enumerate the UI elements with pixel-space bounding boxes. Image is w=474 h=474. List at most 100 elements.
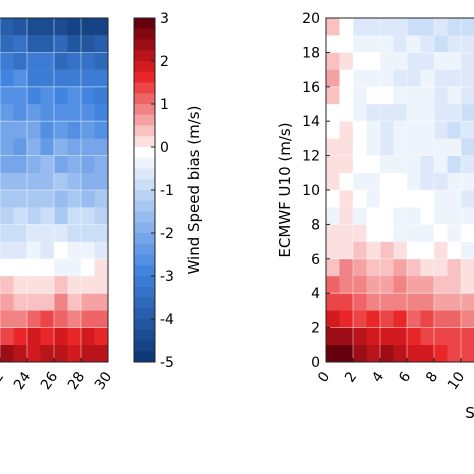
heatmap-cell xyxy=(326,224,340,242)
colorbar-swatch xyxy=(134,243,155,255)
heatmap-cell xyxy=(81,121,95,139)
heatmap-cell xyxy=(353,86,367,105)
heatmap-cell xyxy=(0,190,14,208)
heatmap-cell xyxy=(339,310,354,328)
heatmap-cell xyxy=(40,224,55,242)
heatmap-cell xyxy=(339,276,354,294)
heatmap-cell xyxy=(461,190,474,208)
heatmap-cell xyxy=(366,69,381,87)
colorbar-swatch xyxy=(134,157,155,169)
heatmap-cell xyxy=(67,258,82,277)
heatmap-cell xyxy=(339,224,354,242)
heatmap-cell xyxy=(67,224,82,242)
heatmap-cell xyxy=(27,52,41,70)
colorbar-swatch xyxy=(134,168,155,180)
heatmap-cell xyxy=(353,121,367,139)
heatmap-cell xyxy=(434,52,448,70)
heatmap-cell xyxy=(407,241,421,259)
heatmap-cell xyxy=(67,138,82,156)
heatmap-cell xyxy=(0,138,14,156)
colorbar-swatch xyxy=(134,18,155,30)
heatmap-cell xyxy=(326,190,340,208)
heatmap-cell xyxy=(81,138,95,156)
x-tick-label: 2 xyxy=(342,369,360,385)
left-x-ticks: 22 24 26 28 30 xyxy=(0,358,115,393)
heatmap-cell xyxy=(67,121,82,139)
heatmap-cell xyxy=(94,18,108,36)
heatmap-cell xyxy=(40,293,55,311)
heatmap-cell xyxy=(407,207,421,225)
x-tick-label: 24 xyxy=(11,369,34,393)
y-tick-label: 18 xyxy=(302,45,320,61)
heatmap-cell xyxy=(366,138,381,156)
heatmap-cell xyxy=(40,18,55,36)
heatmap-cell xyxy=(434,310,448,328)
heatmap-cell xyxy=(393,344,408,362)
heatmap-cell xyxy=(447,293,462,311)
heatmap-cell xyxy=(393,276,408,294)
heatmap-cell xyxy=(339,35,354,53)
x-tick-label: 30 xyxy=(92,369,115,393)
heatmap-cell xyxy=(366,276,381,294)
heatmap-cell xyxy=(13,104,28,122)
colorbar-swatch xyxy=(134,147,155,159)
heatmap-cell xyxy=(353,327,367,345)
heatmap-cell xyxy=(420,18,435,36)
colorbar-swatch xyxy=(134,254,155,266)
heatmap-cell xyxy=(420,258,435,277)
y-tick-label: 10 xyxy=(302,183,320,199)
heatmap-cell xyxy=(366,52,381,70)
heatmap-cell xyxy=(447,69,462,87)
heatmap-cell xyxy=(339,121,354,139)
heatmap-cell xyxy=(447,155,462,173)
heatmap-cell xyxy=(27,241,41,259)
heatmap-cell xyxy=(339,18,354,36)
heatmap-cell xyxy=(434,258,448,277)
heatmap-cell xyxy=(13,327,28,345)
heatmap-cell xyxy=(326,258,340,277)
heatmap-cell xyxy=(326,52,340,70)
heatmap-cell xyxy=(353,35,367,53)
colorbar-swatch xyxy=(134,222,155,234)
y-tick-label: 6 xyxy=(311,252,320,268)
heatmap-cell xyxy=(447,52,462,70)
heatmap-cell xyxy=(447,310,462,328)
heatmap-cell xyxy=(393,293,408,311)
heatmap-cell xyxy=(27,224,41,242)
y-tick-label: 0 xyxy=(311,355,320,371)
heatmap-cell xyxy=(40,276,55,294)
heatmap-cell xyxy=(380,207,394,225)
heatmap-cell xyxy=(461,224,474,242)
heatmap-cell xyxy=(0,172,14,191)
y-tick-label: 12 xyxy=(302,149,320,165)
heatmap-cell xyxy=(407,121,421,139)
heatmap-cell xyxy=(393,310,408,328)
heatmap-cell xyxy=(353,224,367,242)
heatmap-cell xyxy=(434,224,448,242)
heatmap-cell xyxy=(366,155,381,173)
colorbar-label: Wind Speed bias (m/s) xyxy=(185,106,203,275)
colorbar-swatch xyxy=(134,39,155,51)
heatmap-cell xyxy=(13,172,28,191)
heatmap-cell xyxy=(366,172,381,191)
heatmap-cell xyxy=(81,310,95,328)
heatmap-cell xyxy=(447,104,462,122)
heatmap-cell xyxy=(81,241,95,259)
heatmap-cell xyxy=(67,276,82,294)
colorbar-swatch xyxy=(134,104,155,116)
colorbar-swatch xyxy=(134,93,155,105)
heatmap-cell xyxy=(81,293,95,311)
heatmap-cell xyxy=(94,86,108,105)
heatmap-cell xyxy=(40,344,55,362)
heatmap-cell xyxy=(434,104,448,122)
heatmap-cell xyxy=(447,258,462,277)
heatmap-cell xyxy=(420,241,435,259)
heatmap-cell xyxy=(434,18,448,36)
heatmap-cell xyxy=(13,241,28,259)
heatmap-cell xyxy=(40,310,55,328)
colorbar-swatch xyxy=(134,82,155,94)
heatmap-cell xyxy=(67,207,82,225)
heatmap-cell xyxy=(407,104,421,122)
colorbar-swatch xyxy=(134,329,155,341)
